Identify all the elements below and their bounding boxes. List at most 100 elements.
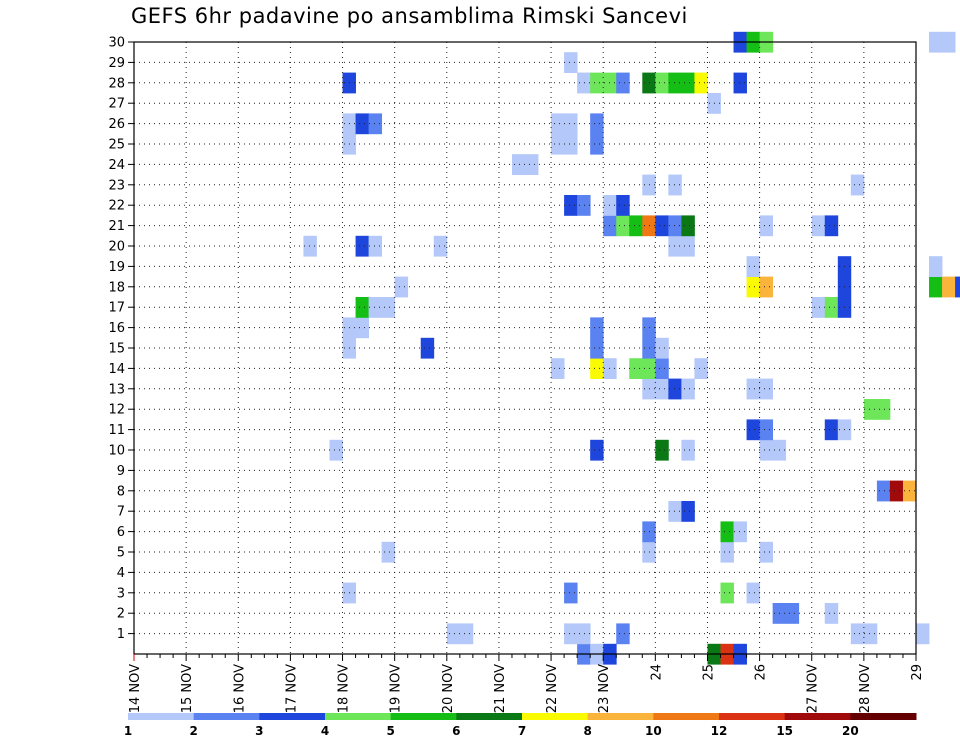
data-cell: [551, 358, 565, 379]
data-cell: [381, 541, 396, 563]
colorbar-label: 4: [321, 724, 329, 738]
x-tick-label: 23 NOV: [597, 664, 612, 713]
x-tick-label: 25: [701, 664, 716, 681]
data-cell: [590, 72, 604, 94]
data-cell: [590, 337, 604, 359]
y-tick-label: 22: [108, 199, 125, 214]
data-cell: [616, 72, 630, 94]
data-cell: [381, 297, 396, 318]
colorbar-swatch: [456, 713, 523, 720]
data-cell: [720, 582, 734, 604]
data-cell: [616, 623, 630, 645]
data-cell: [746, 276, 760, 298]
chart-title: GEFS 6hr padavine po ansamblima Rimski S…: [131, 4, 688, 28]
data-cell: [681, 378, 695, 400]
data-cell: [446, 623, 461, 645]
data-cell: [681, 235, 695, 257]
colorbar-label: 20: [842, 724, 859, 738]
x-tick-label: 26: [754, 664, 769, 681]
y-tick-label: 6: [117, 525, 125, 540]
data-cell: [824, 297, 839, 318]
data-cell: [876, 480, 891, 502]
cells-layer: [303, 31, 960, 665]
data-cell: [655, 215, 669, 237]
y-tick-label: 5: [117, 546, 125, 561]
colorbar-label: 6: [452, 724, 460, 738]
data-cell: [759, 419, 774, 441]
data-cell: [629, 215, 643, 237]
colorbar-label: 2: [189, 724, 197, 738]
colorbar-label: 10: [645, 724, 662, 738]
data-cell: [616, 195, 630, 216]
data-cell: [929, 256, 943, 277]
data-cell: [564, 133, 578, 155]
y-tick-label: 4: [117, 566, 125, 581]
data-cell: [863, 623, 878, 645]
data-cell: [616, 215, 630, 237]
colorbar-swatch: [587, 713, 654, 720]
data-cell: [681, 501, 695, 522]
x-tick-label: 19 NOV: [389, 664, 404, 713]
data-cell: [355, 317, 369, 339]
colorbar-label: 1: [124, 724, 132, 738]
data-cell: [368, 297, 383, 318]
data-cell: [303, 235, 317, 257]
colorbar-label: 3: [255, 724, 263, 738]
y-tick-label: 28: [108, 76, 125, 91]
x-tick-label: 29: [910, 664, 925, 681]
y-tick-label: 20: [108, 240, 125, 255]
y-tick-label: 11: [108, 423, 125, 438]
data-cell: [850, 174, 865, 196]
y-tick-label: 8: [117, 484, 125, 499]
data-cell: [590, 133, 604, 155]
data-cell: [681, 439, 695, 461]
data-cell: [511, 154, 526, 175]
data-cell: [955, 276, 960, 298]
y-tick-label: 7: [117, 505, 125, 520]
x-tick-label: 24: [649, 664, 664, 681]
data-cell: [746, 582, 760, 604]
data-cell: [929, 31, 943, 53]
data-cell: [824, 215, 839, 237]
data-cell: [668, 235, 682, 257]
data-cell: [759, 215, 774, 237]
colorbar-label: 15: [776, 724, 793, 738]
data-cell: [694, 72, 708, 94]
data-cell: [759, 541, 774, 563]
data-cell: [551, 133, 565, 155]
y-tick-label: 13: [108, 382, 125, 397]
y-tick-label: 29: [108, 56, 125, 71]
x-tick-label: 22 NOV: [545, 664, 560, 713]
colorbar-swatch: [128, 713, 195, 720]
data-cell: [850, 623, 865, 645]
colorbar-label: 7: [518, 724, 526, 738]
y-tick-label: 16: [108, 321, 125, 336]
colorbar-label: 8: [583, 724, 591, 738]
x-tick-label: 16 NOV: [232, 664, 247, 713]
data-cell: [368, 235, 383, 257]
colorbar-swatch: [850, 713, 917, 720]
data-cell: [590, 439, 604, 461]
data-cell: [824, 419, 839, 441]
y-axis: 1234567891011121314151617181920212223242…: [108, 36, 134, 642]
colorbar-swatch: [259, 713, 326, 720]
x-axis: 14 NOV 15 NOV 16 NOV 17 NOV 18 NOV 19 NOV 20 N…: [128, 654, 925, 713]
y-tick-label: 2: [117, 607, 125, 622]
data-cell: [368, 113, 383, 135]
data-cell: [942, 31, 956, 53]
data-cell: [863, 399, 878, 420]
x-tick-label: 20 NOV: [441, 664, 456, 713]
data-cell: [746, 378, 760, 400]
data-cell: [355, 235, 369, 257]
data-cell: [420, 337, 435, 359]
data-cell: [759, 378, 774, 400]
y-tick-label: 1: [117, 627, 125, 642]
data-cell: [942, 276, 956, 298]
data-cell: [668, 378, 682, 400]
data-cell: [916, 623, 930, 645]
data-cell: [668, 174, 682, 196]
y-tick-label: 25: [108, 138, 125, 153]
data-cell: [720, 521, 734, 543]
y-tick-label: 18: [108, 280, 125, 295]
